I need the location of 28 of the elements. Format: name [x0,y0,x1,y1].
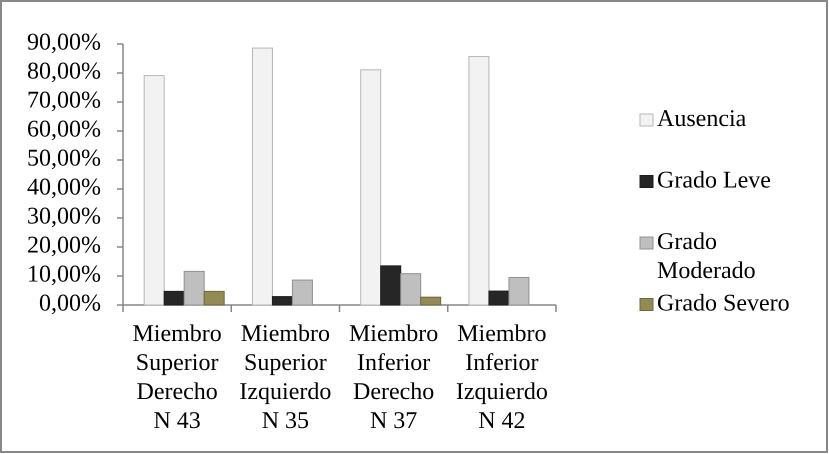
bar [252,48,273,306]
bar [164,290,185,306]
bar [360,69,382,306]
y-tick-label: 70,00% [27,88,101,114]
bar [488,290,510,306]
y-tick-label: 30,00% [27,204,101,230]
y-tick-label: 90,00% [27,30,101,56]
bar [204,290,225,306]
y-tick-label: 50,00% [27,146,101,172]
bar [380,265,402,306]
x-tick-label: Miembro Superior Derecho N 43 [132,321,222,434]
x-tick-label: Miembro Superior Izquierdo N 35 [239,321,332,434]
y-tick-label: 60,00% [27,116,101,143]
y-tick-label: 10,00% [27,262,101,288]
x-tick-label: Miembro Inferior Derecho N 37 [348,321,438,434]
legend-label: Grado Leve [657,167,771,194]
bar [420,296,442,306]
legend-label: Grado Severo [657,290,790,316]
x-tick-label: Miembro Inferior Izquierdo N 42 [456,321,548,434]
y-tick-label: 20,00% [27,232,101,259]
bar [144,75,165,306]
legend-label: Grado Moderado [657,228,756,284]
bar [272,296,293,306]
y-tick-label: 0,00% [39,290,101,317]
y-tick-label: 40,00% [27,174,101,201]
bar [468,56,490,306]
legend-label: Ausencia [657,106,747,132]
y-tick-label: 80,00% [27,58,101,85]
